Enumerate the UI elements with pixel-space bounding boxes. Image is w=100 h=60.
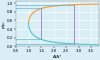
X-axis label: A/A*: A/A* (53, 55, 62, 59)
Y-axis label: p/p₀: p/p₀ (1, 20, 5, 28)
